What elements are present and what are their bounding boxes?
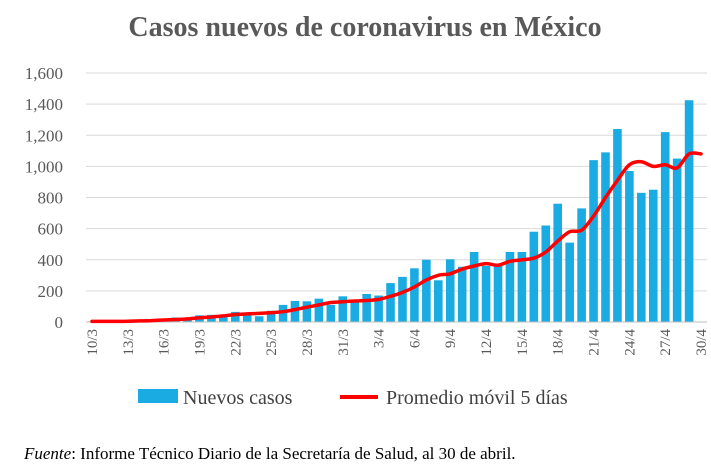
- bar: [637, 192, 646, 322]
- legend: Nuevos casos Promedio móvil 5 días: [138, 387, 568, 409]
- bar: [254, 316, 264, 322]
- bar: [374, 295, 383, 322]
- bar-series: [87, 100, 694, 322]
- bar: [625, 171, 634, 322]
- legend-bar-label: Nuevos casos: [183, 387, 293, 409]
- bar: [302, 301, 312, 322]
- chart-title: Casos nuevos de coronavirus en México: [128, 12, 601, 43]
- x-tick-label: 19/3: [192, 329, 208, 356]
- bar: [410, 268, 419, 322]
- bar: [290, 300, 300, 322]
- source-note: Fuente: Informe Técnico Diario de la Sec…: [24, 444, 704, 464]
- y-tick-label: 400: [38, 251, 64, 270]
- x-axis-ticks: 10/3 13/3 16/3 19/3 22/3 25/3 28/3 31/3 3/4 6/4 9/…: [85, 329, 710, 356]
- bar: [613, 129, 622, 322]
- bar: [517, 251, 527, 322]
- x-tick-label: 25/3: [264, 329, 280, 356]
- bar: [350, 299, 360, 322]
- bar: [660, 132, 670, 322]
- x-tick-label: 9/4: [443, 329, 459, 349]
- line-series: [90, 151, 703, 324]
- bar: [386, 283, 395, 322]
- bar: [672, 158, 682, 322]
- x-tick-label: 30/4: [694, 329, 710, 356]
- bar: [529, 231, 539, 322]
- source-text: : Informe Técnico Diario de la Secretarí…: [71, 444, 516, 463]
- y-tick-label: 800: [38, 189, 64, 208]
- x-tick-label: 16/3: [157, 329, 173, 356]
- bar: [553, 203, 563, 322]
- bar: [422, 259, 431, 322]
- bar: [362, 293, 371, 322]
- x-tick-label: 22/3: [228, 329, 244, 356]
- bar: [230, 311, 240, 322]
- legend-bar-swatch: [138, 389, 178, 403]
- x-tick-label: 13/3: [121, 329, 137, 356]
- x-tick-label: 15/4: [515, 329, 531, 356]
- y-tick-label: 1,000: [25, 157, 63, 176]
- bar: [326, 304, 336, 322]
- gridlines: [86, 72, 707, 292]
- bar: [541, 225, 551, 322]
- bar: [433, 280, 443, 322]
- x-tick-label: 24/4: [622, 329, 638, 356]
- bar: [589, 160, 598, 322]
- bar: [684, 100, 694, 322]
- bar: [601, 152, 610, 322]
- bar: [219, 314, 228, 322]
- y-tick-label: 600: [38, 220, 64, 239]
- bar: [481, 265, 491, 322]
- bar: [338, 296, 348, 322]
- y-tick-label: 1,400: [25, 95, 63, 114]
- x-tick-label: 10/3: [85, 329, 101, 356]
- y-axis-ticks: 0 200 400 600 800 1,000 1,200 1,400 1,600: [25, 64, 63, 332]
- y-tick-label: 200: [38, 282, 64, 301]
- bar: [445, 259, 455, 322]
- source-label: Fuente: [24, 444, 72, 463]
- x-tick-label: 31/3: [336, 329, 352, 356]
- bar: [505, 251, 515, 322]
- series-line: [90, 151, 703, 324]
- bar: [493, 263, 503, 322]
- x-tick-label: 3/4: [372, 329, 388, 349]
- bar: [469, 251, 479, 322]
- x-tick-label: 27/4: [658, 329, 674, 356]
- legend-line-label: Promedio móvil 5 días: [386, 387, 568, 409]
- y-tick-label: 1,200: [25, 126, 63, 145]
- bar: [314, 298, 324, 322]
- bar: [242, 314, 252, 322]
- bar: [398, 276, 407, 322]
- y-tick-label: 1,600: [25, 64, 63, 83]
- bar: [457, 266, 467, 322]
- x-tick-label: 12/4: [479, 329, 495, 356]
- x-tick-label: 28/3: [300, 329, 316, 356]
- x-tick-label: 21/4: [587, 329, 603, 356]
- bar: [648, 189, 658, 322]
- bar: [266, 310, 276, 322]
- bar: [565, 242, 574, 322]
- x-tick-label: 6/4: [407, 329, 423, 349]
- bar: [577, 208, 586, 322]
- x-tick-label: 18/4: [551, 329, 567, 356]
- y-tick-label: 0: [55, 313, 64, 332]
